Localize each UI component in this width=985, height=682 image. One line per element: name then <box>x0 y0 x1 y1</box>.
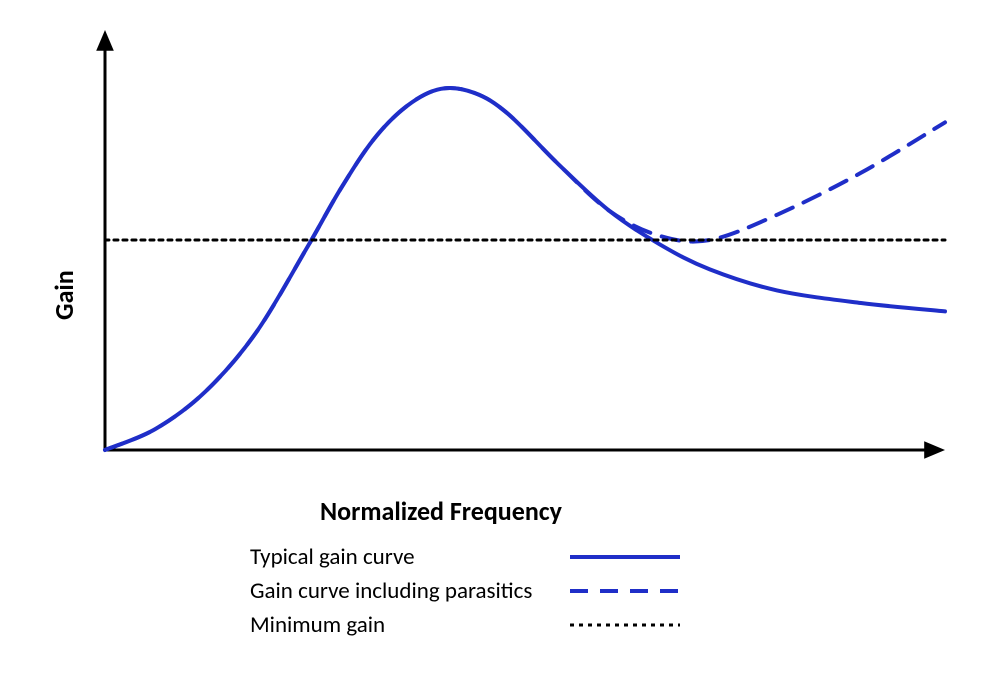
legend-swatch-dashed <box>570 581 680 601</box>
legend-label: Typical gain curve <box>250 543 570 571</box>
legend-label: Minimum gain <box>250 611 570 639</box>
series-typical <box>105 88 945 450</box>
x-axis-label: Normalized Frequency <box>320 495 562 527</box>
legend-label: Gain curve including parasitics <box>250 577 570 605</box>
series-parasitics <box>105 88 945 450</box>
legend-row: Minimum gain <box>250 608 810 642</box>
legend-swatch-dotted <box>570 615 680 635</box>
legend: Typical gain curve Gain curve including … <box>250 540 810 642</box>
legend-swatch-solid <box>570 547 680 567</box>
legend-row: Typical gain curve <box>250 540 810 574</box>
gain-chart: Normalized Frequency Gain Typical gain c… <box>0 0 985 682</box>
y-axis-label: Gain <box>48 270 80 320</box>
legend-row: Gain curve including parasitics <box>250 574 810 608</box>
